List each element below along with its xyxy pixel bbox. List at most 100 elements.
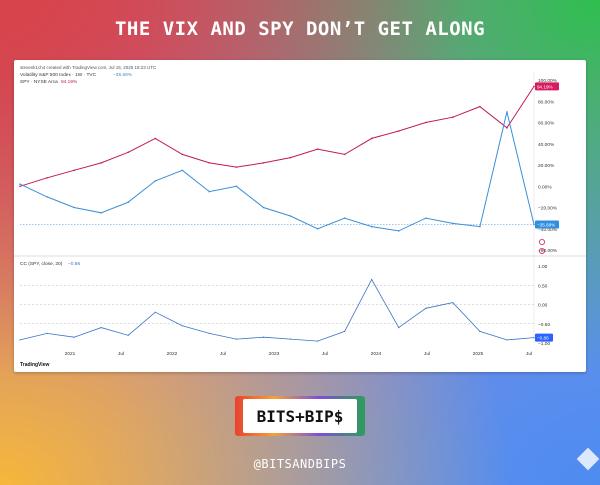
vix-value-badge (535, 220, 559, 229)
logo-text: BITS+BIP$ (243, 399, 357, 433)
cc-data-point (73, 336, 75, 338)
x-tick-label: Jul (118, 351, 124, 357)
lower-pane-value: −0.86 (68, 261, 80, 267)
gear-icon (539, 238, 546, 245)
data-point (506, 111, 508, 113)
data-point (506, 127, 508, 129)
chart-header: stevenk1ch4 created with TradingView.com… (20, 65, 157, 70)
cc-data-point (316, 340, 319, 342)
cc-data-point (19, 339, 21, 341)
cc-data-point (289, 338, 292, 340)
cc-data-point (398, 327, 400, 329)
cc-tick-label: 0.00 (538, 303, 548, 309)
data-point (46, 176, 48, 179)
x-tick-label: Jul (526, 351, 532, 357)
chart-svg: stevenk1ch4 created with TradingView.com… (14, 65, 586, 368)
cc-tick-label: −1.00 (538, 341, 550, 347)
y-tick-label: 60.00% (538, 121, 555, 127)
x-tick-label: 2025 (473, 351, 484, 357)
data-point (235, 185, 238, 188)
data-point (370, 225, 373, 228)
x-tick-label: 2021 (65, 351, 76, 357)
spy-series-line (19, 86, 535, 187)
cc-tick-label: −0.50 (538, 322, 550, 328)
cc-data-point (100, 327, 102, 329)
cc-data-point (235, 338, 238, 340)
data-point (208, 162, 211, 164)
cc-data-point (506, 339, 508, 341)
data-point (181, 153, 184, 156)
vix-value-badge-text: −35.68% (537, 223, 555, 228)
data-point (533, 223, 535, 226)
cc-data-point (452, 301, 454, 304)
legend-spy-label: SPY · NYSE Arca (20, 79, 58, 85)
y-tick-label: 0.00% (538, 184, 552, 190)
y-tick-label: 20.00% (538, 163, 555, 169)
vix-series-line (19, 111, 535, 232)
data-point (73, 169, 75, 172)
data-point (73, 206, 75, 209)
x-tick-label: 2022 (167, 351, 178, 357)
spy-value-badge (535, 82, 559, 91)
cc-data-point (344, 330, 346, 333)
cc-data-point (479, 330, 481, 333)
data-point (154, 137, 157, 140)
data-point (262, 162, 265, 164)
cc-tick-label: 1.00 (538, 264, 548, 270)
data-point (397, 230, 400, 232)
cc-data-point (127, 334, 129, 336)
data-point (19, 185, 21, 188)
data-point (533, 85, 535, 88)
data-point (289, 156, 292, 159)
cc-data-point (154, 311, 156, 313)
data-point (100, 212, 102, 214)
data-point (479, 105, 481, 108)
cc-data-point (262, 336, 265, 338)
cc-series-line (19, 278, 535, 342)
y-tick-label: 80.00% (538, 99, 555, 105)
data-point (262, 206, 265, 209)
eye-icon (539, 247, 546, 254)
tradingview-brand: TradingView (20, 362, 49, 368)
data-point (316, 227, 319, 230)
data-point (289, 215, 292, 217)
x-tick-label: Jul (424, 351, 430, 357)
cc-data-point (46, 332, 48, 334)
headline: THE VIX AND SPY DON’T GET ALONG (114, 18, 486, 40)
cc-value-badge-text: −0.86 (537, 336, 549, 341)
data-point (343, 153, 346, 156)
brand-logo: BITS+BIP$ (235, 396, 365, 436)
data-point (154, 180, 157, 182)
cc-data-point (181, 325, 183, 327)
data-point (181, 169, 184, 172)
y-tick-label: −60.00% (538, 248, 558, 254)
cc-data-point (371, 278, 373, 281)
data-point (479, 225, 481, 228)
data-point (343, 217, 346, 219)
data-point (424, 121, 427, 124)
data-point (19, 183, 21, 185)
data-point (127, 201, 130, 203)
data-point (452, 116, 454, 118)
legend-spy-value: 94.19% (61, 79, 78, 85)
data-point (452, 222, 454, 225)
data-point (100, 162, 102, 164)
lower-pane-label: CC (SPY, close, 20) (20, 261, 63, 267)
data-point (316, 148, 319, 150)
y-tick-label: 40.00% (538, 142, 555, 148)
x-tick-label: 2023 (269, 351, 280, 357)
cc-value-badge (535, 333, 553, 342)
data-point (46, 196, 48, 198)
x-tick-label: 2024 (371, 351, 382, 357)
chart-panel: stevenk1ch4 created with TradingView.com… (14, 60, 586, 372)
cc-tick-label: 0.50 (538, 283, 548, 289)
y-tick-label: 100.00% (538, 78, 558, 84)
data-point (208, 190, 211, 193)
legend-vix-label: Volatility S&P 500 Index · 1W · TVC (20, 72, 97, 78)
legend-vix-value: −35.68% (113, 72, 133, 78)
data-point (127, 151, 130, 154)
cc-data-point (425, 307, 427, 309)
y-tick-label: −40.00% (538, 227, 558, 233)
data-point (235, 166, 238, 168)
data-point (370, 137, 373, 140)
